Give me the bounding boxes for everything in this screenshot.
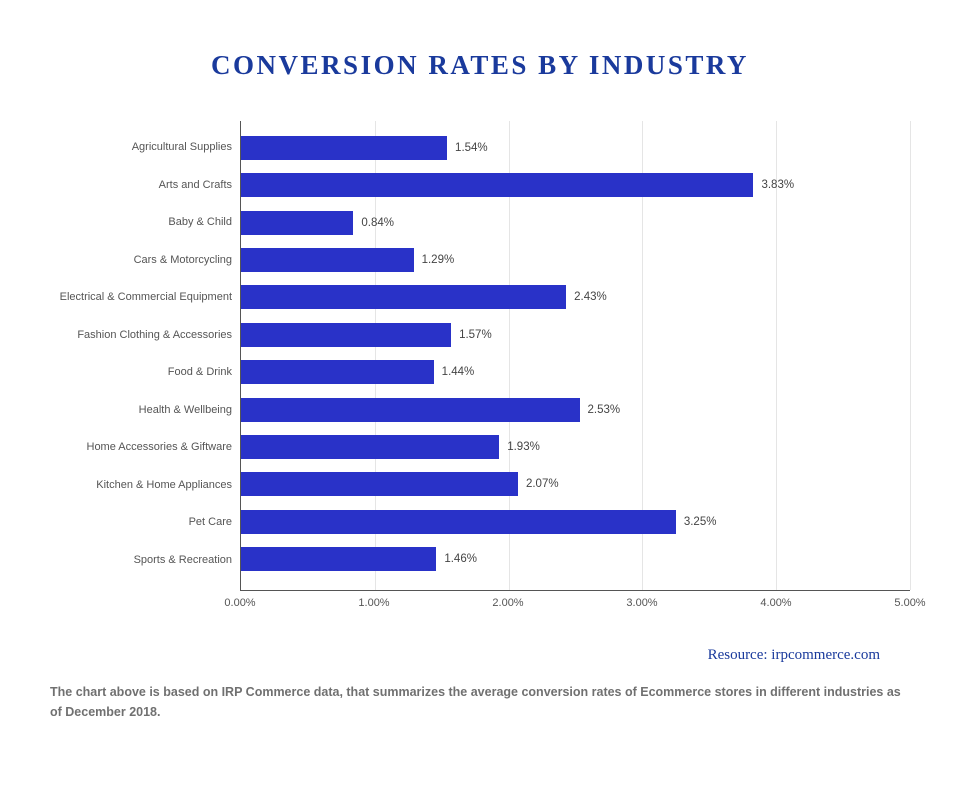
y-axis-labels: Agricultural Supplies Arts and Crafts Baby… bbox=[50, 121, 240, 591]
gridline bbox=[910, 121, 911, 590]
bar bbox=[241, 472, 518, 496]
plot: 1.54% 3.83% 0.84% 1.29% 2.43% 1.57% 1.44% 2.53%… bbox=[240, 121, 910, 591]
bar bbox=[241, 435, 499, 459]
y-axis-category-label: Arts and Crafts bbox=[50, 179, 232, 192]
bars-group: 1.54% 3.83% 0.84% 1.29% 2.43% 1.57% 1.44% 2.53%… bbox=[241, 121, 910, 590]
y-axis-category-label: Cars & Motorcycling bbox=[50, 254, 232, 267]
y-axis-category-label: Pet Care bbox=[50, 516, 232, 529]
bar bbox=[241, 136, 447, 160]
bar bbox=[241, 547, 436, 571]
bar-row: 0.84% bbox=[241, 210, 910, 235]
bar-row: 1.57% bbox=[241, 322, 910, 347]
y-axis-category-label: Agricultural Supplies bbox=[50, 141, 232, 154]
bar bbox=[241, 211, 353, 235]
chart-title: CONVERSION RATES BY INDUSTRY bbox=[50, 50, 910, 81]
resource-link[interactable]: irpcommerce.com bbox=[771, 647, 880, 663]
bar bbox=[241, 398, 580, 422]
resource-prefix: Resource: bbox=[708, 647, 772, 663]
bar-value-label: 1.44% bbox=[434, 366, 475, 378]
bar-row: 1.29% bbox=[241, 247, 910, 272]
bar-value-label: 1.29% bbox=[414, 254, 455, 266]
bar-value-label: 2.07% bbox=[518, 478, 559, 490]
bar-value-label: 1.57% bbox=[451, 329, 492, 341]
bar bbox=[241, 285, 566, 309]
bar-value-label: 1.93% bbox=[499, 441, 540, 453]
y-axis-category-label: Fashion Clothing & Accessories bbox=[50, 329, 232, 342]
x-axis-tick-label: 0.00% bbox=[224, 597, 255, 609]
bar bbox=[241, 323, 451, 347]
bar-row: 1.93% bbox=[241, 434, 910, 459]
y-axis-category-label: Health & Wellbeing bbox=[50, 404, 232, 417]
y-axis-category-label: Baby & Child bbox=[50, 216, 232, 229]
resource-line: Resource: irpcommerce.com bbox=[50, 647, 910, 664]
bar-value-label: 1.46% bbox=[436, 553, 477, 565]
x-axis-tick-label: 1.00% bbox=[358, 597, 389, 609]
chart-container: CONVERSION RATES BY INDUSTRY Agricultura… bbox=[0, 0, 960, 752]
y-axis-category-label: Food & Drink bbox=[50, 366, 232, 379]
bar-row: 2.43% bbox=[241, 285, 910, 310]
x-axis-tick-label: 3.00% bbox=[626, 597, 657, 609]
bar-row: 1.54% bbox=[241, 135, 910, 160]
bar bbox=[241, 248, 414, 272]
bar-row: 1.44% bbox=[241, 360, 910, 385]
y-axis-category-label: Sports & Recreation bbox=[50, 554, 232, 567]
x-axis: 0.00%1.00%2.00%3.00%4.00%5.00% bbox=[240, 591, 910, 619]
bar bbox=[241, 360, 434, 384]
x-axis-tick-label: 5.00% bbox=[894, 597, 925, 609]
bar-row: 3.25% bbox=[241, 509, 910, 534]
plot-wrap: 1.54% 3.83% 0.84% 1.29% 2.43% 1.57% 1.44% 2.53%… bbox=[240, 121, 910, 641]
chart-caption: The chart above is based on IRP Commerce… bbox=[50, 682, 910, 722]
bar-value-label: 1.54% bbox=[447, 142, 488, 154]
bar bbox=[241, 510, 676, 534]
bar-row: 2.07% bbox=[241, 472, 910, 497]
y-axis-category-label: Home Accessories & Giftware bbox=[50, 441, 232, 454]
bar bbox=[241, 173, 753, 197]
x-axis-tick-label: 4.00% bbox=[760, 597, 791, 609]
bar-row: 2.53% bbox=[241, 397, 910, 422]
y-axis-category-label: Electrical & Commercial Equipment bbox=[50, 291, 232, 304]
bar-value-label: 0.84% bbox=[353, 217, 394, 229]
bar-value-label: 2.43% bbox=[566, 291, 607, 303]
y-axis-category-label: Kitchen & Home Appliances bbox=[50, 479, 232, 492]
bar-row: 1.46% bbox=[241, 547, 910, 572]
x-axis-tick-label: 2.00% bbox=[492, 597, 523, 609]
chart-area: Agricultural Supplies Arts and Crafts Baby… bbox=[50, 121, 910, 641]
bar-row: 3.83% bbox=[241, 173, 910, 198]
bar-value-label: 3.83% bbox=[753, 179, 794, 191]
bar-value-label: 3.25% bbox=[676, 516, 717, 528]
bar-value-label: 2.53% bbox=[580, 404, 621, 416]
